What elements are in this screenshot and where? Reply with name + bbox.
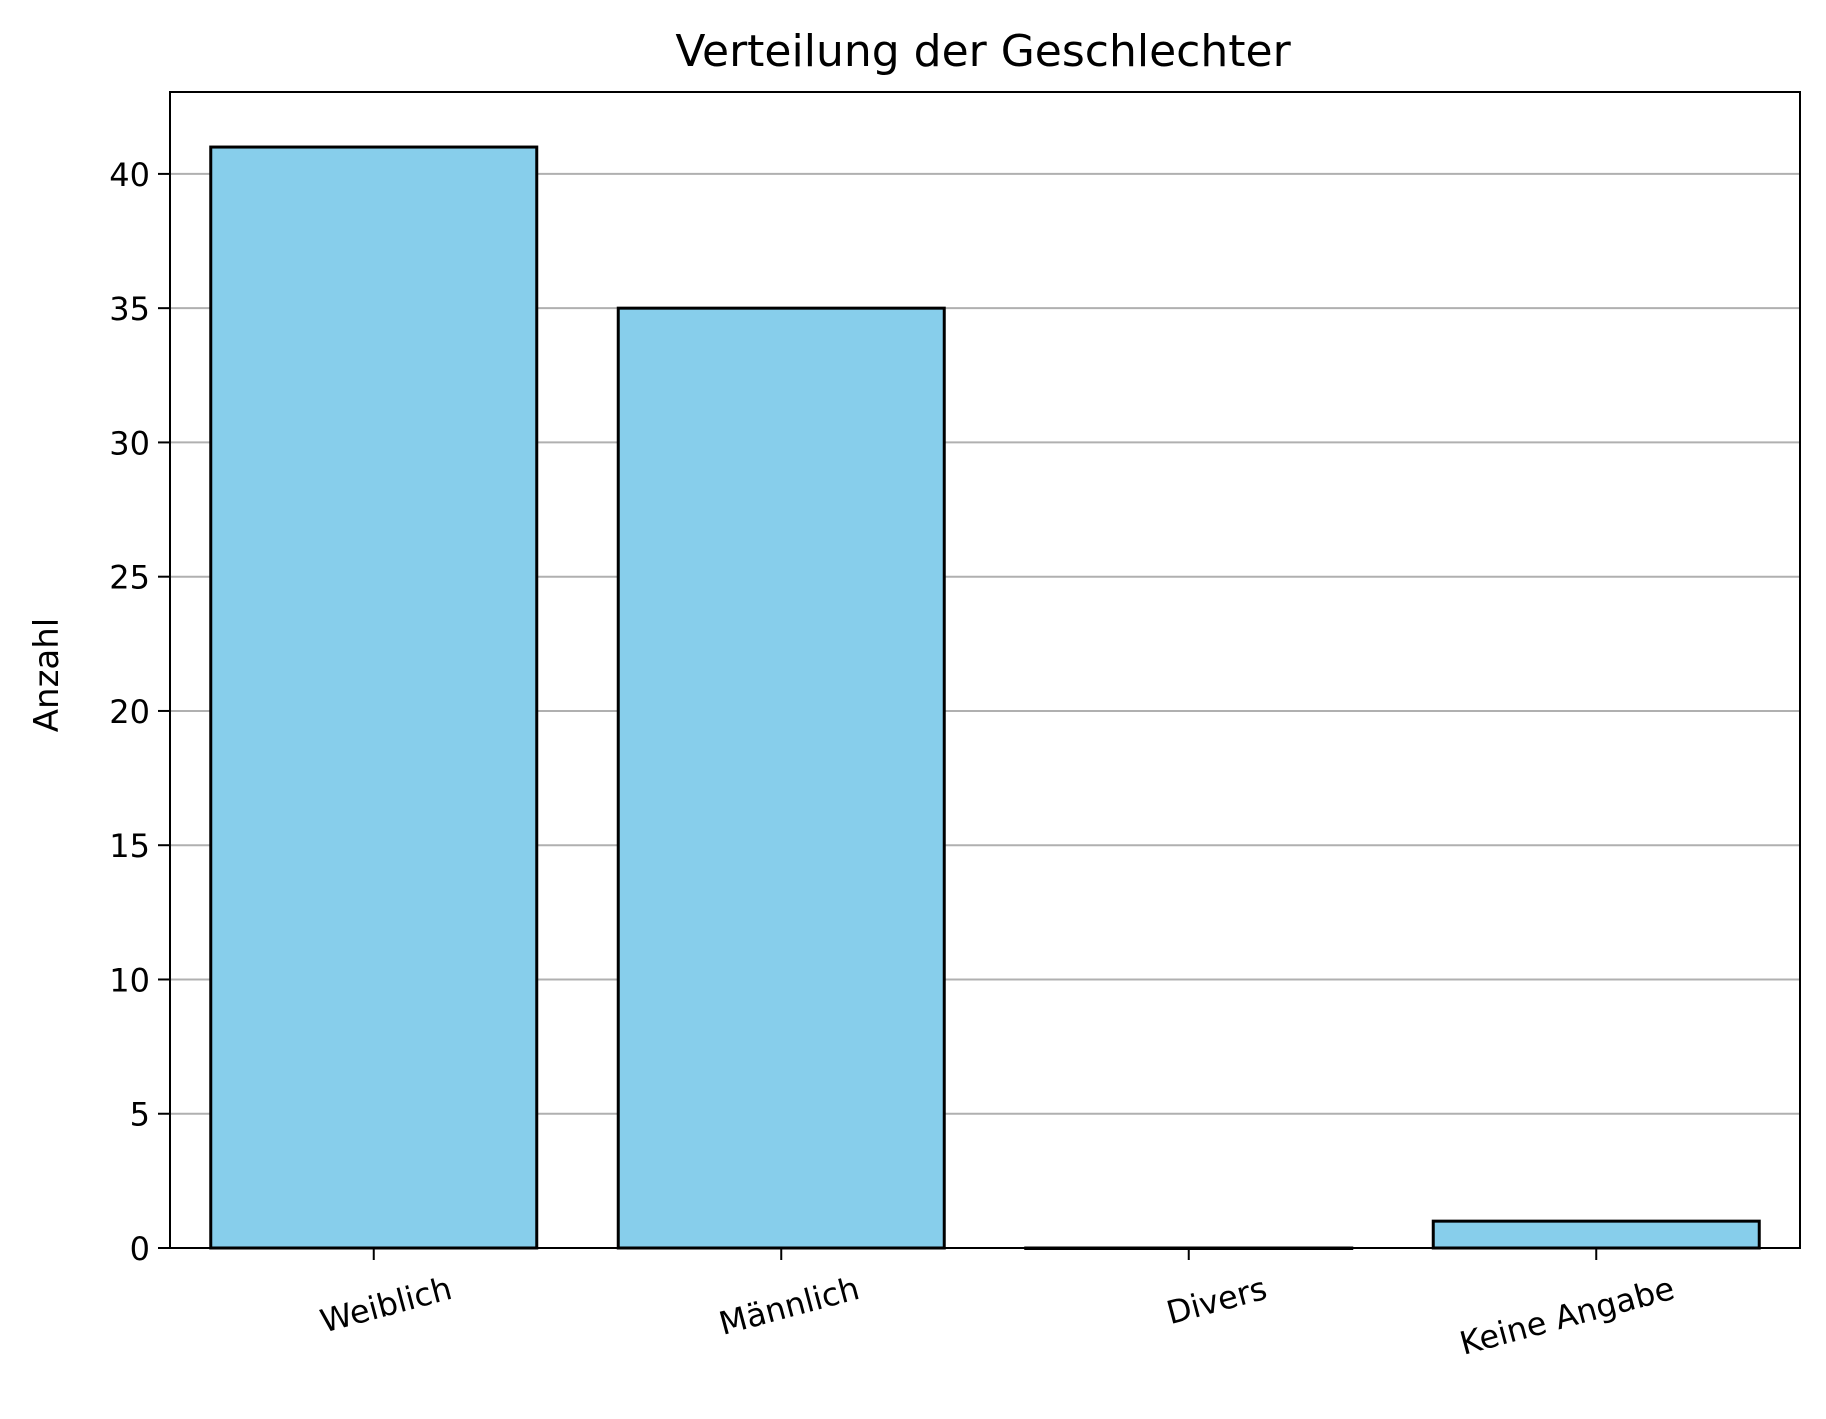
bar-weiblich bbox=[209, 145, 539, 1250]
y-tick-label: 15 bbox=[109, 827, 150, 865]
y-tick-label: 40 bbox=[109, 156, 150, 194]
y-axis-label: Anzahl bbox=[27, 618, 67, 732]
bars bbox=[209, 145, 1761, 1250]
y-tick-label: 0 bbox=[130, 1230, 150, 1268]
y-tick-label: 30 bbox=[109, 424, 150, 462]
y-tick-label: 5 bbox=[130, 1096, 150, 1134]
bar-keine-angabe bbox=[1431, 1219, 1761, 1250]
y-tick-label: 20 bbox=[109, 693, 150, 731]
chart-title: Verteilung der Geschlechter bbox=[675, 26, 1291, 77]
y-tick-label: 35 bbox=[109, 290, 150, 328]
plot-frame bbox=[169, 91, 1801, 1249]
bar-m-nnlich bbox=[616, 306, 946, 1250]
y-tick-label: 10 bbox=[109, 961, 150, 999]
y-tick-label: 25 bbox=[109, 559, 150, 597]
